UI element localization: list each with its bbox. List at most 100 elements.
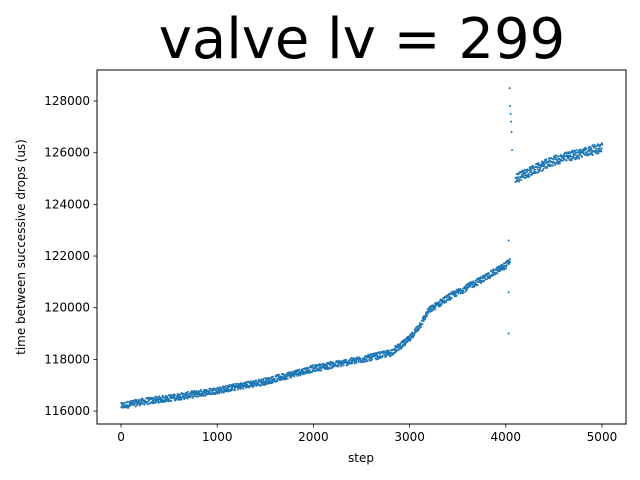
data-point — [510, 131, 513, 134]
data-point — [562, 155, 565, 158]
data-point — [509, 112, 512, 115]
x-axis-label: step — [348, 451, 374, 465]
data-point — [197, 395, 200, 398]
data-point — [435, 304, 438, 307]
data-point — [365, 358, 368, 361]
data-point — [476, 283, 479, 286]
data-point — [482, 276, 485, 279]
data-point — [454, 292, 457, 295]
data-point — [540, 169, 543, 172]
data-point — [516, 179, 519, 182]
y-tick-label: 126000 — [44, 146, 90, 160]
data-point — [234, 389, 237, 392]
y-axis-ticks: 116000 118000 120000 122000 124000 126000 1280… — [44, 94, 97, 418]
data-point — [381, 355, 384, 358]
data-points — [120, 87, 604, 409]
data-point — [448, 296, 451, 299]
data-point — [162, 395, 165, 398]
data-point — [441, 299, 444, 302]
data-point — [537, 166, 540, 169]
data-point — [524, 171, 527, 174]
data-point — [527, 173, 530, 176]
data-point — [165, 399, 168, 402]
data-point — [434, 308, 437, 311]
data-point — [231, 388, 234, 391]
data-point — [342, 364, 345, 367]
data-point — [484, 278, 487, 281]
data-point — [151, 402, 154, 405]
data-point — [312, 364, 315, 367]
data-point — [345, 358, 348, 361]
y-tick-label: 124000 — [44, 197, 90, 211]
data-point — [400, 345, 403, 348]
data-point — [218, 392, 221, 395]
data-point — [364, 360, 367, 363]
data-point — [560, 159, 563, 162]
data-point — [462, 291, 465, 294]
data-point — [530, 169, 533, 172]
data-point — [490, 270, 493, 273]
data-point — [535, 162, 538, 165]
y-tick-label: 120000 — [44, 301, 90, 315]
data-point — [344, 361, 347, 364]
data-point — [443, 301, 446, 304]
data-point — [497, 270, 500, 273]
data-point — [399, 342, 402, 345]
data-point — [569, 155, 572, 158]
data-point — [504, 267, 507, 270]
data-point — [212, 388, 215, 391]
data-point — [388, 349, 391, 352]
data-point — [290, 376, 293, 379]
x-tick-label: 3000 — [394, 430, 425, 444]
data-point — [320, 369, 323, 372]
data-point — [143, 403, 146, 406]
data-point — [329, 360, 332, 363]
data-point — [412, 336, 415, 339]
data-point — [507, 239, 510, 242]
data-point — [545, 158, 548, 161]
data-point — [404, 342, 407, 345]
data-point — [279, 375, 282, 378]
data-point — [186, 390, 189, 393]
data-point — [123, 401, 126, 404]
data-point — [216, 386, 219, 389]
data-point — [321, 366, 324, 369]
data-point — [298, 368, 301, 371]
data-point — [511, 149, 514, 152]
data-point — [519, 171, 522, 174]
data-point — [426, 315, 429, 318]
data-point — [488, 273, 491, 276]
data-point — [543, 161, 546, 164]
data-point — [255, 385, 258, 388]
data-point — [290, 371, 293, 374]
data-point — [236, 388, 239, 391]
x-tick-label: 1000 — [202, 430, 233, 444]
data-point — [394, 349, 397, 352]
data-point — [457, 292, 460, 295]
data-point — [373, 352, 376, 355]
data-point — [600, 147, 603, 150]
data-point — [546, 167, 549, 170]
x-axis-ticks: 0 1000 2000 3000 4000 5000 — [117, 424, 617, 444]
data-point — [127, 406, 130, 409]
data-point — [517, 173, 520, 176]
data-point — [601, 143, 604, 146]
data-point — [518, 178, 521, 181]
data-point — [314, 370, 317, 373]
data-point — [542, 167, 545, 170]
data-point — [366, 360, 369, 363]
data-point — [434, 306, 437, 309]
data-point — [507, 291, 510, 294]
data-point — [166, 395, 169, 398]
data-point — [316, 364, 319, 367]
data-point — [174, 399, 177, 402]
y-axis-label: time between successive drops (us) — [14, 139, 28, 355]
data-point — [214, 392, 217, 395]
data-point — [289, 373, 292, 376]
data-point — [326, 366, 329, 369]
data-point — [450, 296, 453, 299]
data-point — [257, 381, 260, 384]
data-point — [505, 264, 508, 267]
data-point — [190, 393, 193, 396]
data-point — [182, 392, 185, 395]
